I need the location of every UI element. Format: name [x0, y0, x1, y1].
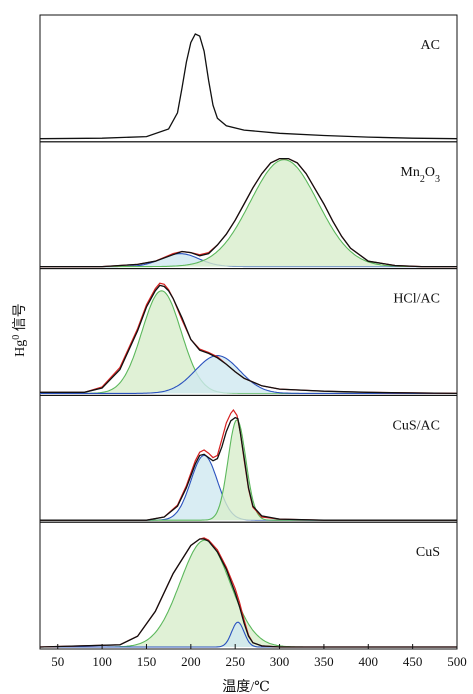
x-tick-label: 50	[51, 654, 64, 669]
measured-line	[40, 284, 458, 395]
panel-label: CuS/AC	[393, 418, 440, 433]
peak-line-blue	[40, 355, 457, 394]
x-tick-label: 250	[225, 654, 245, 669]
x-tick-label: 350	[314, 654, 334, 669]
x-axis: 50 100 150 200 250 300 350 400 450 500	[51, 644, 467, 669]
panel-label-part: O	[425, 165, 435, 180]
panel-label: Mn2O3	[400, 165, 440, 185]
panel-label: CuS	[416, 545, 440, 560]
x-tick-label: 400	[359, 654, 379, 669]
x-tick-label: 150	[137, 654, 157, 669]
panel-4: CuS/AC	[39, 394, 458, 523]
panel-frame	[39, 521, 458, 650]
panel-3: HCl/AC	[39, 268, 458, 396]
panel-label: AC	[421, 38, 440, 53]
measured-line	[39, 538, 457, 648]
panel-frame	[39, 268, 458, 396]
y-axis-title-rest: 信号	[12, 303, 28, 335]
peak-fill-green	[40, 540, 457, 647]
y-axis-title-main: Hg	[13, 340, 28, 357]
panel-label-part: Mn	[400, 165, 419, 180]
y-axis-title: Hg0 信号	[11, 303, 29, 357]
peak-fill-green	[40, 419, 457, 521]
peak-fill-green	[40, 159, 457, 267]
measured-line	[40, 416, 457, 521]
x-tick-label: 100	[92, 654, 112, 669]
fitted-sum-line	[40, 408, 457, 521]
panel-label: HCl/AC	[393, 292, 440, 307]
panel-label-part: 2	[420, 173, 425, 184]
x-tick-label: 450	[403, 654, 423, 669]
panel-frame	[39, 14, 458, 143]
y-axis-title-sup: 0	[11, 335, 22, 340]
x-tick-label: 300	[270, 654, 290, 669]
panel-5: CuS	[39, 521, 458, 650]
peak-fill-blue	[40, 355, 457, 394]
x-tick-label: 200	[181, 654, 201, 669]
panel-2: Mn2O3	[39, 141, 458, 270]
x-axis-title: 温度/℃	[222, 679, 270, 694]
measured-line	[39, 33, 458, 140]
panels-layer: AC Mn2O3 HCl/AC CuS/AC CuS	[39, 14, 458, 650]
panel-label-part: 3	[435, 173, 440, 184]
panel-1: AC	[39, 14, 458, 143]
peak-fill-green	[40, 290, 457, 394]
measured-line	[40, 157, 457, 268]
x-tick-label: 500	[447, 654, 467, 669]
